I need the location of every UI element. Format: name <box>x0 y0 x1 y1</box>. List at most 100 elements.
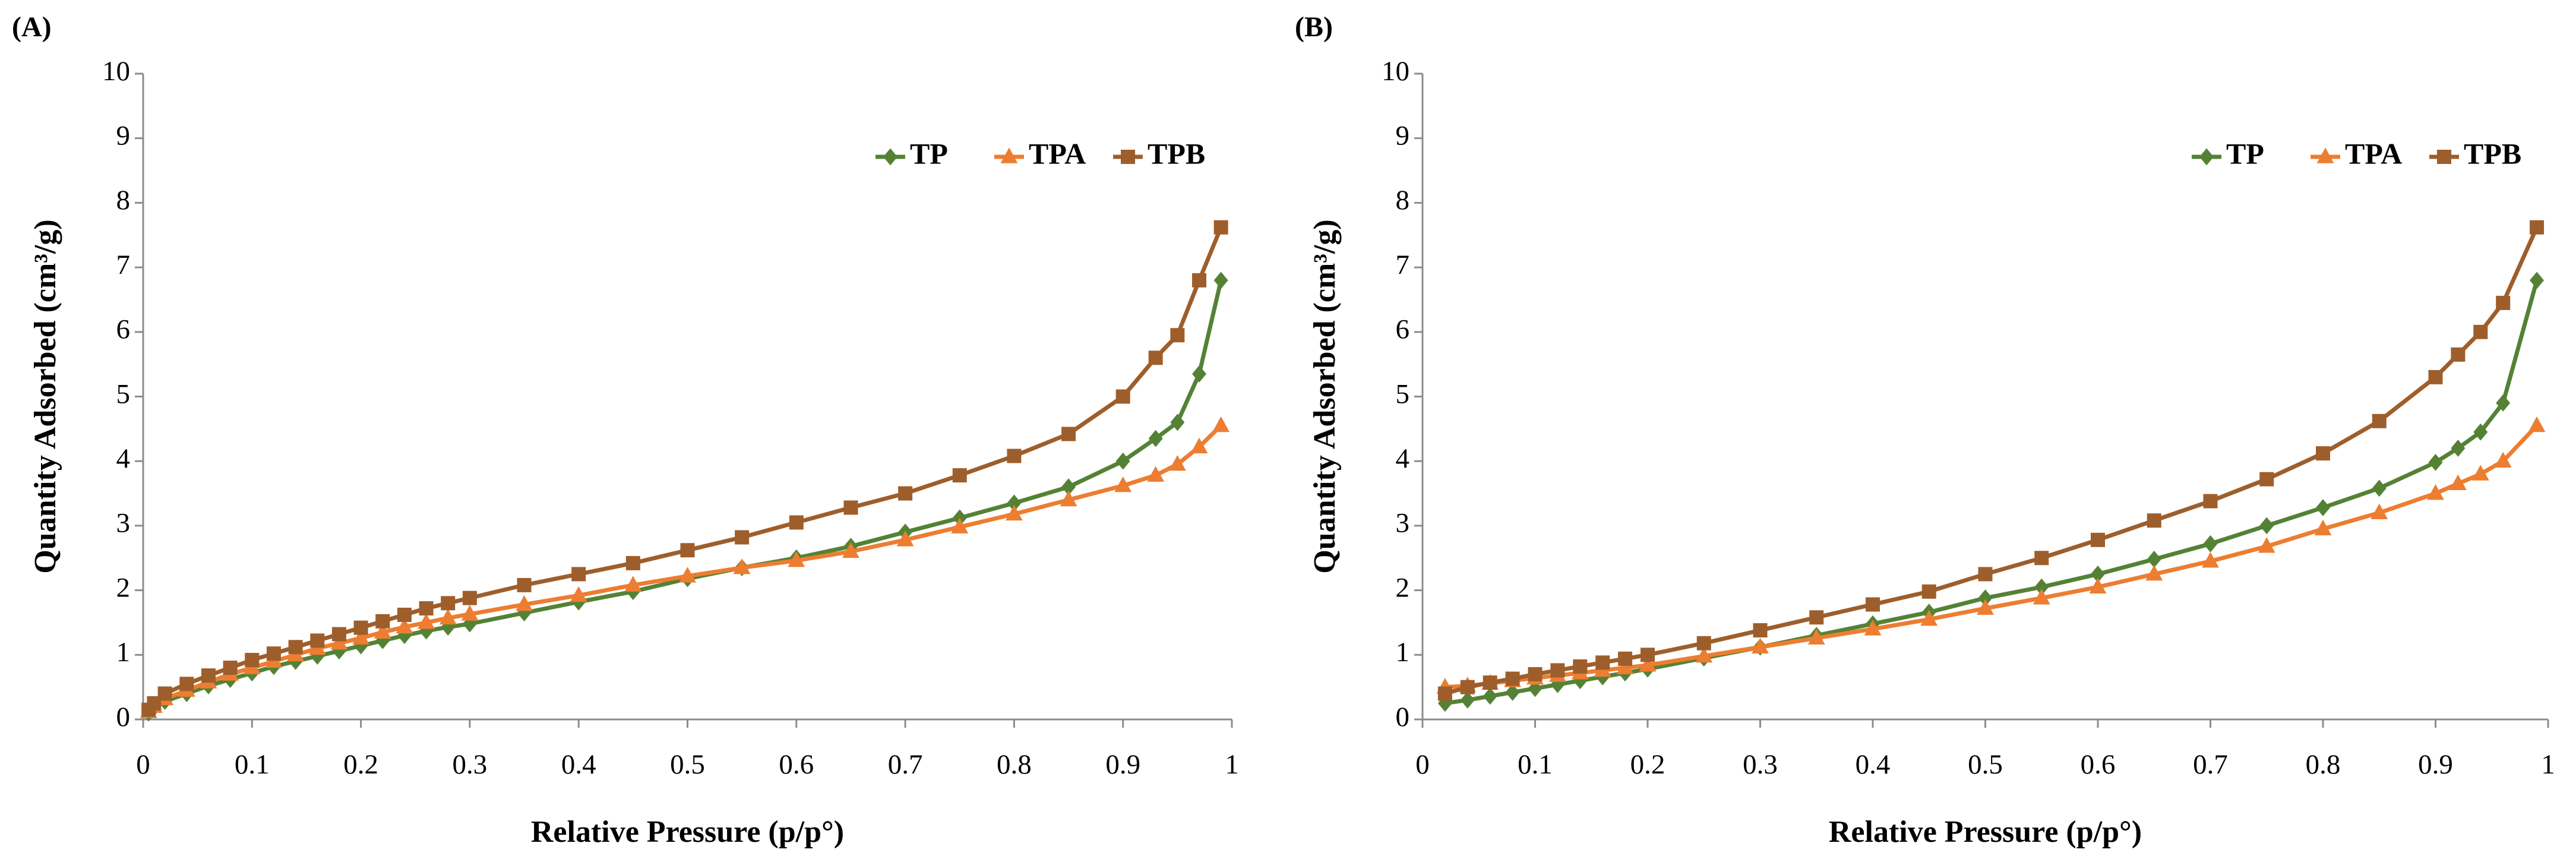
marker <box>517 577 532 592</box>
marker <box>1061 478 1076 496</box>
y-tick-label: 9 <box>1396 120 1410 151</box>
marker <box>1483 687 1497 705</box>
marker <box>1061 427 1076 441</box>
marker <box>462 591 477 605</box>
y-tick-label: 0 <box>1396 702 1410 732</box>
y-tick-label: 2 <box>1396 572 1410 603</box>
marker <box>2471 465 2489 481</box>
y-tick-label: 3 <box>1396 508 1410 539</box>
x-tick-label: 0.1 <box>235 749 270 780</box>
y-tick-label: 0 <box>116 702 131 732</box>
x-tick-label: 0.9 <box>2418 749 2453 780</box>
marker <box>2496 394 2511 412</box>
marker <box>1528 667 1543 681</box>
marker <box>1192 273 1207 288</box>
marker <box>2428 370 2443 384</box>
marker <box>1212 416 1230 432</box>
marker <box>2437 150 2451 164</box>
marker <box>2202 552 2219 568</box>
marker <box>1437 686 1452 701</box>
marker <box>1007 494 1022 512</box>
marker <box>1639 656 1657 672</box>
series-line <box>147 226 1223 711</box>
marker <box>374 623 391 639</box>
marker <box>1460 680 1475 694</box>
x-tick-label: 0.6 <box>2081 749 2116 780</box>
marker <box>419 622 434 640</box>
marker <box>441 596 456 611</box>
marker <box>2089 577 2107 593</box>
marker <box>157 686 172 701</box>
marker <box>1641 648 1655 662</box>
x-tick-label: 0 <box>1415 749 1430 780</box>
x-tick-label: 0 <box>136 749 150 780</box>
marker <box>1213 220 1228 235</box>
marker <box>1213 271 1228 289</box>
marker <box>1809 610 1824 625</box>
y-tick-label: 4 <box>1396 443 1410 474</box>
marker <box>2451 440 2466 457</box>
marker <box>2034 578 2049 596</box>
x-tick-label: 0.8 <box>2306 749 2341 780</box>
marker <box>883 148 897 166</box>
marker <box>570 586 587 602</box>
x-tick-label: 1 <box>2541 749 2555 780</box>
x-tick-label: 0.4 <box>561 749 596 780</box>
marker <box>842 542 859 558</box>
y-tick-label: 2 <box>116 572 131 603</box>
marker <box>2091 532 2105 547</box>
marker <box>1114 476 1132 492</box>
marker <box>2033 589 2050 605</box>
marker <box>1616 658 1634 674</box>
marker <box>2259 472 2274 487</box>
marker <box>1618 651 1633 666</box>
marker <box>516 595 533 611</box>
marker <box>1115 389 1130 404</box>
marker <box>735 530 750 545</box>
marker <box>2530 220 2545 235</box>
marker <box>898 486 913 501</box>
x-tick-label: 0.3 <box>1743 749 1778 780</box>
series-line <box>147 424 1223 713</box>
y-tick-label: 4 <box>116 443 131 474</box>
marker <box>2494 451 2512 468</box>
marker <box>1168 455 1186 471</box>
marker <box>1148 351 1163 365</box>
marker <box>330 634 348 650</box>
marker <box>223 661 238 675</box>
y-tick-label: 3 <box>116 508 131 539</box>
y-tick-label: 6 <box>1396 314 1410 345</box>
marker <box>1483 675 1497 690</box>
series-line <box>147 280 1224 715</box>
marker <box>1121 150 1135 164</box>
marker <box>788 551 805 567</box>
marker <box>1866 597 1880 612</box>
series-line <box>1445 279 2539 706</box>
y-tick-label: 8 <box>1396 185 1410 216</box>
marker <box>352 629 369 645</box>
marker <box>2147 513 2161 528</box>
x-tick-label: 0.2 <box>1630 749 1665 780</box>
marker <box>1190 437 1208 454</box>
y-tick-label: 10 <box>1382 56 1409 87</box>
marker <box>396 617 413 634</box>
marker <box>1695 646 1713 663</box>
marker <box>266 646 281 661</box>
marker <box>331 627 346 642</box>
marker <box>1115 452 1130 470</box>
marker <box>179 677 194 692</box>
marker <box>2528 416 2546 432</box>
marker <box>2316 499 2330 516</box>
x-tick-label: 0.4 <box>1856 749 1891 780</box>
x-tick-label: 0.7 <box>888 749 923 780</box>
marker <box>1595 668 1610 686</box>
x-tick-label: 0.8 <box>997 749 1032 780</box>
legend-label: TPB <box>1148 137 1205 170</box>
x-axis-title: Relative Pressure (p/p°) <box>531 815 844 849</box>
marker <box>2473 324 2488 339</box>
marker <box>1978 567 1993 582</box>
marker <box>1595 655 1610 670</box>
marker <box>288 640 303 655</box>
marker <box>2203 535 2218 552</box>
y-tick-label: 7 <box>1396 250 1410 280</box>
